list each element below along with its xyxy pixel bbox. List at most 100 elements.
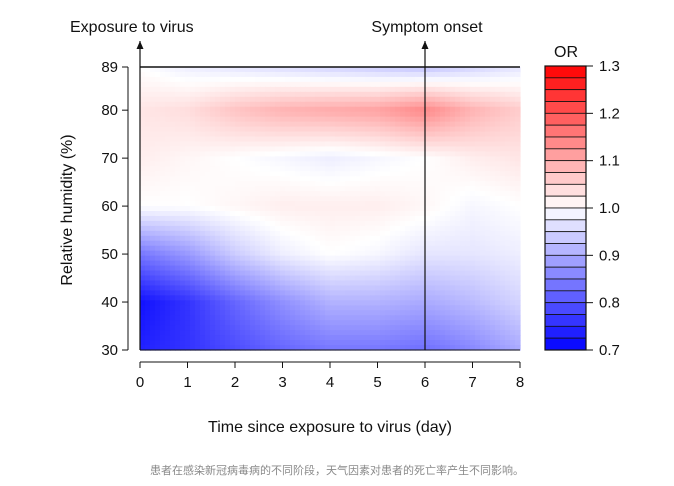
heat-cell [515, 335, 521, 341]
heat-cell [290, 171, 296, 177]
heat-cell [405, 76, 411, 83]
heat-cell [200, 106, 206, 113]
heat-cell [155, 136, 161, 143]
heat-cell [385, 240, 391, 247]
heat-cell [225, 161, 231, 167]
heat-cell [385, 76, 391, 83]
heat-cell [220, 280, 226, 287]
heat-cell [260, 235, 266, 242]
heat-cell [305, 71, 311, 78]
heat-cell [240, 215, 246, 222]
heat-cell [390, 141, 396, 148]
heat-cell [445, 176, 451, 182]
heat-cell [245, 67, 251, 73]
heat-cell [320, 206, 326, 212]
heat-cell [285, 181, 291, 187]
heat-cell [500, 67, 506, 73]
heat-cell [420, 156, 426, 162]
heat-cell [385, 111, 391, 118]
heat-cell [235, 126, 241, 133]
heat-cell [360, 91, 366, 98]
heat-cell [320, 171, 326, 177]
heat-cell [250, 136, 256, 143]
heat-cell [180, 67, 186, 73]
heat-cell [445, 126, 451, 133]
heat-cell [395, 325, 401, 331]
heat-cell [510, 315, 516, 321]
heat-cell [360, 146, 366, 152]
heat-cell [175, 166, 181, 172]
heat-cell [270, 171, 276, 177]
heat-cell [165, 161, 171, 167]
heat-cell [395, 96, 401, 103]
heat-cell [330, 131, 336, 138]
heat-cell [345, 290, 351, 296]
heat-cell [345, 116, 351, 123]
heat-cell [430, 166, 436, 172]
heat-cell [190, 86, 196, 93]
heat-cell [480, 345, 486, 351]
heat-cell [485, 146, 491, 152]
heat-cell [335, 295, 341, 301]
heat-cell [440, 245, 446, 252]
heat-cell [435, 191, 441, 197]
heat-cell [200, 220, 206, 227]
heat-cell [280, 265, 286, 272]
heat-cell [375, 340, 381, 346]
heat-cell [285, 310, 291, 316]
heat-cell [275, 146, 281, 152]
heat-cell [385, 310, 391, 316]
heat-cell [485, 250, 491, 257]
heat-cell [320, 86, 326, 93]
heat-cell [305, 210, 311, 217]
heat-cell [210, 76, 216, 83]
heat-cell [375, 310, 381, 316]
heat-cell [505, 255, 511, 262]
heat-cell [470, 260, 476, 267]
heat-cell [300, 255, 306, 262]
heat-cell [505, 126, 511, 133]
heat-cell [305, 300, 311, 306]
heat-cell [510, 305, 516, 311]
heat-cell [395, 201, 401, 207]
heat-cell [475, 315, 481, 321]
heat-cell [465, 250, 471, 257]
heat-cell [405, 191, 411, 197]
heat-cell [145, 201, 151, 207]
heat-cell [180, 86, 186, 93]
heat-cell [495, 210, 501, 217]
heat-cell [305, 151, 311, 157]
heat-cell [415, 225, 421, 232]
heat-cell [285, 315, 291, 321]
heat-cell [270, 196, 276, 202]
heat-cell [260, 265, 266, 272]
heat-cell [235, 176, 241, 182]
heat-cell [330, 96, 336, 103]
heat-cell [350, 215, 356, 222]
heat-cell [260, 345, 266, 351]
heat-cell [515, 136, 521, 143]
heat-cell [245, 220, 251, 227]
heat-cell [385, 146, 391, 152]
heat-cell [460, 240, 466, 247]
heat-cell [420, 196, 426, 202]
heat-cell [290, 91, 296, 98]
heat-cell [185, 325, 191, 331]
heat-cell [195, 111, 201, 118]
heat-cell [325, 111, 331, 118]
heat-cell [445, 250, 451, 257]
heat-cell [205, 265, 211, 272]
heat-cell [225, 245, 231, 252]
heat-cell [435, 255, 441, 262]
heat-cell [375, 250, 381, 257]
heat-cell [230, 220, 236, 227]
heat-cell [280, 161, 286, 167]
heat-cell [475, 230, 481, 237]
heat-cell [310, 136, 316, 143]
heat-cell [325, 275, 331, 282]
colorbar-tick-label: 0.7 [599, 342, 620, 359]
heat-cell [445, 270, 451, 277]
heat-cell [475, 290, 481, 296]
heat-cell [335, 290, 341, 296]
heat-cell [140, 136, 146, 143]
